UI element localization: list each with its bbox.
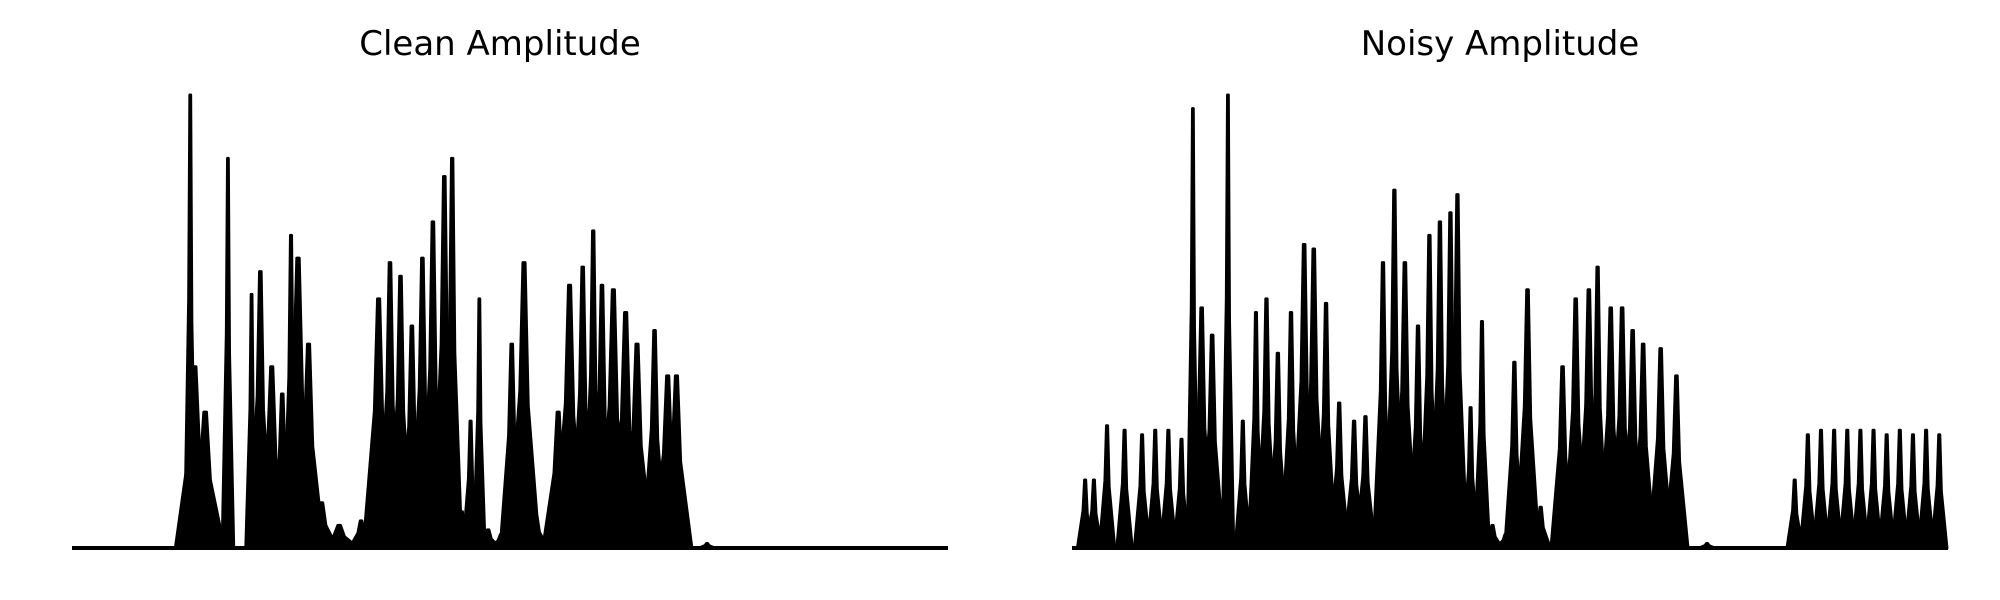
amplitude-peak-24: [472, 297, 487, 550]
amplitude-peak-41: [697, 541, 717, 550]
amplitude-peak-11: [1220, 93, 1236, 550]
amplitude-peak-22: [1354, 415, 1377, 550]
clean-amplitude-panel: Clean Amplitude: [72, 24, 948, 550]
amplitude-peak-5: [1146, 428, 1165, 550]
amplitude-peak-32: [1472, 320, 1492, 550]
amplitude-peak-53: [1838, 428, 1857, 550]
amplitude-peak-57: [1890, 428, 1910, 550]
amplitude-peak-40: [659, 374, 694, 550]
noisy-amplitude-plot: [1072, 93, 1949, 550]
amplitude-peak-59: [1916, 428, 1936, 550]
clean-amplitude-title: Clean Amplitude: [359, 24, 641, 64]
amplitude-peak-48: [1697, 541, 1717, 550]
amplitude-peak-3: [1115, 428, 1134, 550]
amplitude-peak-6: [1159, 428, 1178, 550]
amplitude-peak-51: [1811, 428, 1831, 550]
amplitude-peak-60: [1930, 433, 1949, 550]
noisy-amplitude-panel: Noisy Amplitude: [1000, 0, 2000, 600]
noisy-amplitude-title: Noisy Amplitude: [1360, 24, 1640, 64]
amplitude-peak-3: [220, 156, 236, 550]
amplitude-peak-47: [1663, 374, 1690, 550]
amplitude-peak-54: [1851, 428, 1870, 550]
amplitude-peak-52: [1824, 428, 1844, 550]
clean-amplitude-plot: [72, 93, 948, 550]
amplitude-peak-2: [1097, 424, 1117, 550]
amplitude-peak-36: [1514, 288, 1541, 550]
amplitude-peak-55: [1864, 428, 1883, 550]
